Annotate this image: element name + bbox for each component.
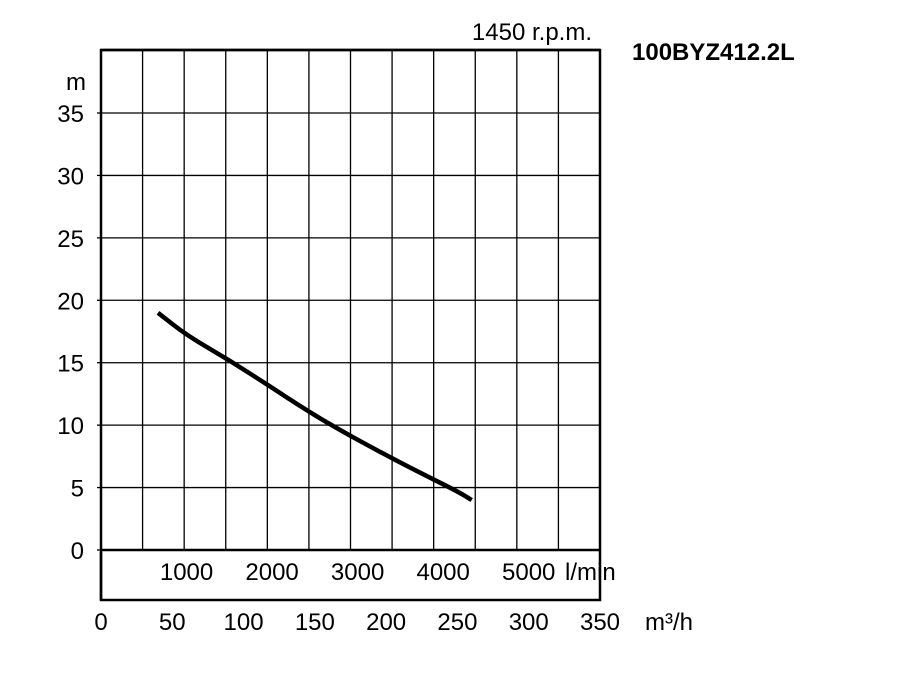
- plot-border: [99, 48, 602, 602]
- y-tick-label: 20: [57, 288, 84, 315]
- grid-lines: [97, 48, 600, 551]
- y-tick-label: 25: [57, 226, 84, 253]
- x-tick-label: 300: [509, 609, 549, 636]
- x-tick-label: 100: [224, 609, 264, 636]
- x-tick-label: 200: [366, 609, 406, 636]
- y-tick-label: 15: [57, 351, 84, 378]
- lmin-tick-label: 2000: [245, 559, 298, 586]
- lmin-tick-label: 1000: [160, 559, 213, 586]
- plot-frame: [99, 48, 602, 602]
- y-tick-label: 5: [71, 476, 84, 503]
- x-tick-label: 350: [580, 609, 620, 636]
- curve-layer: [156, 311, 473, 503]
- y-tick-label: 10: [57, 413, 84, 440]
- x-tick-label: 0: [94, 609, 107, 636]
- lmin-tick-label: 3000: [331, 559, 384, 586]
- x-axis-unit: m³/h: [645, 609, 693, 636]
- x-tick-label: 50: [159, 609, 186, 636]
- y-tick-label: 30: [57, 163, 84, 190]
- x-tick-labels: 0 50 100 150 200 250 300 350: [94, 609, 620, 636]
- y-tick-label: 35: [57, 101, 84, 128]
- head-capacity-curve: [156, 311, 473, 503]
- lmin-tick-label: 5000: [502, 559, 555, 586]
- y-tick-labels: 0 5 10 15 20 25 30 35: [57, 101, 84, 565]
- lmin-unit: l/min: [565, 559, 616, 586]
- y-axis-unit: m: [66, 69, 86, 96]
- x-tick-label: 250: [437, 609, 477, 636]
- x-tick-label: 150: [295, 609, 335, 636]
- lmin-tick-labels: 1000 2000 3000 4000 5000: [160, 559, 556, 586]
- lmin-tick-label: 4000: [416, 559, 469, 586]
- chart-title: 1450 r.p.m.: [472, 19, 592, 46]
- y-tick-label: 0: [71, 538, 84, 565]
- model-label: 100BYZ412.2L: [632, 39, 795, 66]
